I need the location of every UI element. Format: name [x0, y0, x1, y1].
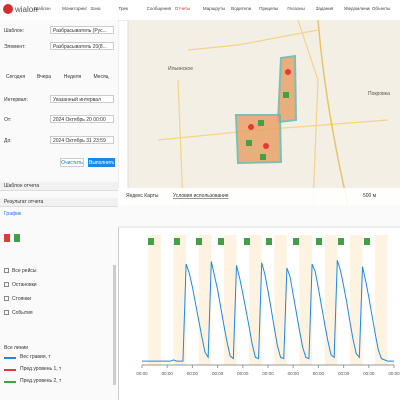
legend-label[interactable]: Пред.уровень 1, т [20, 366, 62, 372]
day-band [223, 235, 237, 365]
label: Элемент: [4, 44, 26, 50]
period-tab[interactable]: Неделя [63, 74, 82, 80]
nav-item[interactable]: Объекты [371, 6, 391, 11]
lines-list: Все линии Вес гравия, т Пред.уровень 1, т П… [4, 345, 114, 395]
day-band [349, 235, 363, 365]
place-label: Ильинское [168, 66, 193, 72]
clear-button[interactable]: Очистить [60, 158, 84, 167]
day-band [249, 235, 262, 365]
legend-swatch [4, 381, 16, 383]
period-tab[interactable]: Вчера [36, 74, 52, 80]
nav-item[interactable]: Геозоны [287, 6, 305, 11]
period-tab[interactable]: Сегодня [5, 74, 26, 80]
x-tick-label: 00:00 [313, 371, 325, 376]
nav-item[interactable]: Сообщения [146, 6, 172, 11]
event-marker [218, 238, 224, 245]
interval-select[interactable]: Указанный интервал [50, 95, 114, 103]
icon [14, 234, 20, 242]
nav-item[interactable]: Шаблон [34, 6, 51, 11]
x-tick-label: 00:00 [212, 371, 224, 376]
left-panel: Шаблон: Разбрасыватель (Рус... Элемент: … [0, 20, 119, 400]
map-terms[interactable]: Условия использования [173, 193, 229, 199]
map: Ильинское Покровка Яндекс Карты Условия … [118, 20, 400, 205]
layer-item[interactable]: Остановки [4, 282, 114, 288]
event-marker [316, 238, 322, 245]
nav-item[interactable]: Маршруты [202, 6, 226, 11]
from-input[interactable]: 2024 Октябрь 20 00:00 [50, 115, 114, 123]
nav-item[interactable]: Мониторинг [62, 6, 88, 11]
logo-icon [3, 4, 13, 14]
legend-swatch [4, 369, 16, 371]
day-band [324, 235, 338, 365]
x-tick-label: 00:00 [136, 371, 148, 376]
map-provider: Яндекс Карты [126, 193, 159, 199]
layer-item[interactable]: События [4, 310, 114, 316]
x-tick-label: 00:00 [363, 371, 375, 376]
section-header[interactable]: Шаблон отчета [0, 182, 118, 191]
nav-item[interactable]: Задания [315, 6, 334, 11]
section-header[interactable]: Результат отчета [0, 198, 118, 207]
legend-label[interactable]: Пред.уровень 2, т [20, 378, 62, 384]
period-tabs: Сегодня Вчера Неделя Месяц [2, 74, 116, 84]
x-tick-label: 00:00 [262, 371, 274, 376]
layer-label: Остановки [12, 282, 37, 288]
scrollbar[interactable] [113, 265, 116, 385]
day-band [148, 235, 161, 365]
day-band [198, 235, 212, 365]
day-band [299, 235, 313, 365]
event-marker [196, 238, 202, 245]
label: Шаблон: [4, 28, 24, 34]
nav-item[interactable]: Водители [231, 6, 252, 11]
top-bar: wialon Шаблон Мониторинг Зона Трек Сообщения… [0, 0, 400, 21]
event-marker [244, 238, 250, 245]
event-marker [174, 238, 180, 245]
map-scale: 500 м [363, 193, 377, 199]
nav-item[interactable]: Прицепы [259, 6, 279, 11]
layer-label: Все рейсы [12, 268, 37, 274]
x-tick-label: 00:00 [187, 371, 199, 376]
to-input[interactable]: 2024 Октябрь 31 23:59 [50, 136, 114, 144]
label: Интервал: [4, 97, 28, 103]
report-item[interactable]: График [4, 211, 22, 217]
event-marker [266, 238, 272, 245]
event-marker [148, 238, 154, 245]
x-tick-label: 00:00 [237, 371, 249, 376]
layers-list: Все рейсы Остановки Стоянки События [4, 268, 114, 328]
nav-item[interactable]: Уведомления [343, 6, 370, 11]
day-band [173, 235, 187, 365]
layer-item[interactable]: Все рейсы [4, 268, 114, 274]
label: До: [4, 138, 12, 144]
nav-item[interactable]: Трек [118, 6, 128, 11]
x-tick-label: 00:00 [338, 371, 350, 376]
unit-select[interactable]: Разбрасыватель 20(8... [50, 42, 114, 50]
layer-label: События [12, 310, 33, 316]
event-marker [364, 238, 370, 245]
event-marker [293, 238, 299, 245]
event-marker [338, 238, 344, 245]
data-line [142, 260, 394, 362]
legend-label[interactable]: Вес гравия, т [20, 354, 51, 360]
day-band [274, 235, 287, 365]
label: От: [4, 117, 12, 123]
legend-swatch [4, 357, 16, 359]
run-button[interactable]: Выполнить [88, 158, 115, 167]
nav-item[interactable]: Отчеты [174, 6, 191, 11]
layer-item[interactable]: Стоянки [4, 296, 114, 302]
day-band [375, 235, 388, 365]
x-tick-label: 00:00 [388, 371, 400, 376]
nav-item[interactable]: Зона [90, 6, 101, 11]
logo: wialon [15, 5, 38, 14]
layer-label: Стоянки [12, 296, 32, 302]
period-tab[interactable]: Месяц [93, 74, 109, 80]
lines-all[interactable]: Все линии [4, 345, 29, 351]
place-label: Покровка [368, 91, 390, 97]
chart-panel: 00:00 00:00 00:00 00:00 00:00 00:00 00:00 00:00… [118, 205, 400, 376]
x-tick-label: 00:00 [162, 371, 174, 376]
template-select[interactable]: Разбрасыватель (Рус... [50, 26, 114, 34]
x-tick-label: 00:00 [288, 371, 300, 376]
icon [4, 234, 10, 242]
